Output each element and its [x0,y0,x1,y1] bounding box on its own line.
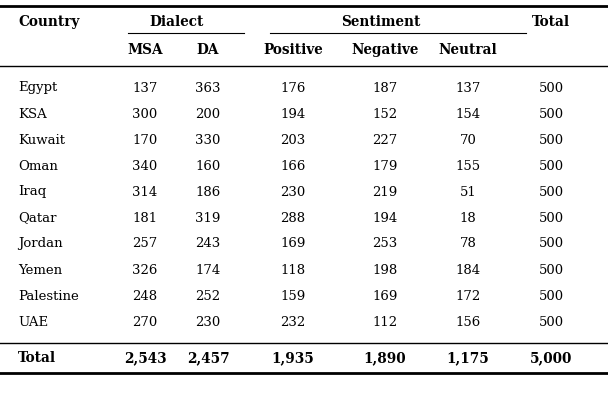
Text: 156: 156 [455,315,481,328]
Text: 154: 154 [455,107,480,120]
Text: Jordan: Jordan [18,237,63,250]
Text: 340: 340 [133,159,157,172]
Text: 232: 232 [280,315,306,328]
Text: 288: 288 [280,211,306,224]
Text: 248: 248 [133,289,157,302]
Text: 500: 500 [539,211,564,224]
Text: 2,457: 2,457 [187,350,229,364]
Text: 170: 170 [133,133,157,146]
Text: 363: 363 [195,81,221,94]
Text: 270: 270 [133,315,157,328]
Text: 152: 152 [373,107,398,120]
Text: 1,890: 1,890 [364,350,406,364]
Text: 500: 500 [539,185,564,198]
Text: 243: 243 [195,237,221,250]
Text: 230: 230 [195,315,221,328]
Text: 500: 500 [539,107,564,120]
Text: Qatar: Qatar [18,211,57,224]
Text: 181: 181 [133,211,157,224]
Text: 200: 200 [195,107,221,120]
Text: Positive: Positive [263,43,323,57]
Text: 300: 300 [133,107,157,120]
Text: 194: 194 [280,107,306,120]
Text: 166: 166 [280,159,306,172]
Text: 230: 230 [280,185,306,198]
Text: 70: 70 [460,133,477,146]
Text: 137: 137 [455,81,481,94]
Text: 112: 112 [373,315,398,328]
Text: Oman: Oman [18,159,58,172]
Text: Egypt: Egypt [18,81,57,94]
Text: DA: DA [197,43,219,57]
Text: 169: 169 [280,237,306,250]
Text: 500: 500 [539,133,564,146]
Text: 2,543: 2,543 [123,350,167,364]
Text: 137: 137 [133,81,157,94]
Text: 219: 219 [372,185,398,198]
Text: 1,175: 1,175 [447,350,489,364]
Text: Palestine: Palestine [18,289,79,302]
Text: Total: Total [18,350,56,364]
Text: 252: 252 [195,289,221,302]
Text: 500: 500 [539,315,564,328]
Text: 257: 257 [133,237,157,250]
Text: 1,935: 1,935 [272,350,314,364]
Text: 253: 253 [372,237,398,250]
Text: 500: 500 [539,237,564,250]
Text: 184: 184 [455,263,480,276]
Text: 187: 187 [372,81,398,94]
Text: 174: 174 [195,263,221,276]
Text: 198: 198 [372,263,398,276]
Text: 160: 160 [195,159,221,172]
Text: 169: 169 [372,289,398,302]
Text: Sentiment: Sentiment [341,15,420,29]
Text: 186: 186 [195,185,221,198]
Text: 500: 500 [539,263,564,276]
Text: 500: 500 [539,159,564,172]
Text: Kuwait: Kuwait [18,133,65,146]
Text: 5,000: 5,000 [530,350,572,364]
Text: 227: 227 [372,133,398,146]
Text: Dialect: Dialect [150,15,204,29]
Text: 155: 155 [455,159,480,172]
Text: 118: 118 [280,263,306,276]
Text: 176: 176 [280,81,306,94]
Text: 326: 326 [133,263,157,276]
Text: UAE: UAE [18,315,48,328]
Text: 18: 18 [460,211,477,224]
Text: Neutral: Neutral [438,43,497,57]
Text: 314: 314 [133,185,157,198]
Text: 51: 51 [460,185,477,198]
Text: KSA: KSA [18,107,47,120]
Text: MSA: MSA [127,43,163,57]
Text: 500: 500 [539,289,564,302]
Text: Negative: Negative [351,43,419,57]
Text: 194: 194 [372,211,398,224]
Text: 500: 500 [539,81,564,94]
Text: 78: 78 [460,237,477,250]
Text: Yemen: Yemen [18,263,62,276]
Text: Country: Country [18,15,80,29]
Text: 203: 203 [280,133,306,146]
Text: 179: 179 [372,159,398,172]
Text: Iraq: Iraq [18,185,46,198]
Text: 172: 172 [455,289,481,302]
Text: 159: 159 [280,289,306,302]
Text: 330: 330 [195,133,221,146]
Text: 319: 319 [195,211,221,224]
Text: Total: Total [532,15,570,29]
